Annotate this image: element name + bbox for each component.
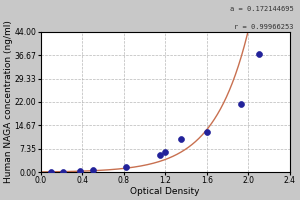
Y-axis label: Human NAGA concentration (ng/ml): Human NAGA concentration (ng/ml) xyxy=(4,21,13,183)
Point xyxy=(163,151,168,154)
Point xyxy=(158,153,162,156)
Text: r = 0.99966253: r = 0.99966253 xyxy=(235,24,294,30)
Point xyxy=(123,166,128,169)
Point xyxy=(238,102,243,105)
Text: a = 0.172144695: a = 0.172144695 xyxy=(230,6,294,12)
X-axis label: Optical Density: Optical Density xyxy=(130,187,200,196)
Point xyxy=(78,169,82,172)
Point xyxy=(49,171,53,174)
Point xyxy=(204,131,209,134)
Point xyxy=(90,168,95,171)
Point xyxy=(178,137,183,140)
Point xyxy=(256,52,261,56)
Point xyxy=(61,170,66,173)
